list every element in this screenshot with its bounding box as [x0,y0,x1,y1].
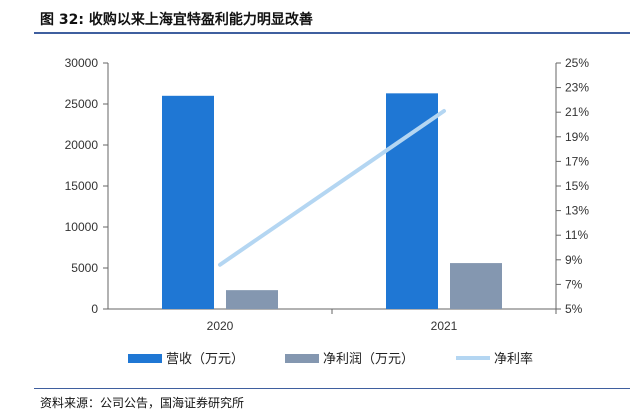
right-tick-label: 9% [565,253,583,267]
right-tick-label: 7% [565,277,583,291]
right-tick-label: 19% [565,130,589,144]
left-tick-label: 20000 [65,138,99,152]
legend-label: 营收（万元） [166,352,244,367]
legend-label: 净利率 [494,351,533,367]
right-tick-label: 21% [565,105,589,119]
right-tick-label: 15% [565,179,589,193]
x-tick-label: 2021 [431,319,458,333]
left-tick-label: 0 [91,302,98,316]
chart: 0 5000 10000 15000 20000 25000 30000 5% 7% 9% 11% 1… [65,56,590,367]
bar-net-profit [226,290,278,309]
left-tick-label: 25000 [65,97,99,111]
left-tick-label: 10000 [65,220,99,234]
right-tick-label: 25% [565,56,589,70]
bar-revenue [162,95,214,309]
bar-revenue [386,93,438,309]
legend-label: 净利润（万元） [323,352,414,367]
source-note: 资料来源：公司公告，国海证券研究所 [40,396,245,410]
right-tick-label: 13% [565,204,589,218]
right-tick-label: 11% [565,228,588,242]
bar-net-profit [450,263,502,309]
source-divider [34,388,630,389]
x-tick-label: 2020 [207,319,234,333]
net-margin-line [218,108,446,267]
right-tick-label: 23% [565,81,589,95]
left-tick-label: 5000 [71,261,98,275]
figure-title: 图 32: 收购以来上海宜特盈利能力明显改善 [40,12,313,28]
legend-swatch [128,354,162,363]
right-tick-label: 5% [565,302,583,316]
left-tick-label: 15000 [65,179,99,193]
right-tick-label: 17% [565,154,589,168]
left-tick-label: 30000 [65,56,99,70]
legend-swatch [285,354,319,363]
title-bar: 图 32: 收购以来上海宜特盈利能力明显改善 [34,6,630,34]
